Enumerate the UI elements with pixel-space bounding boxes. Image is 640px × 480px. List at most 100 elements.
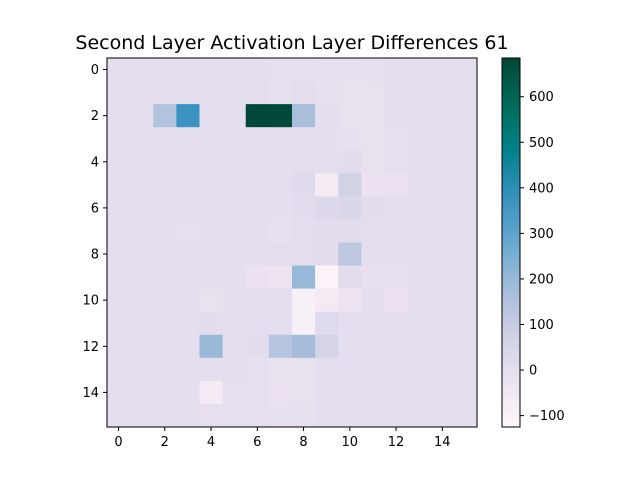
heatmap-cell — [453, 196, 478, 221]
axis-ticks: 0 2 4 6 8 10 12 14 0 2 4 6 8 10 12 14 — [82, 63, 450, 450]
colorbar-tick-label: 500 — [529, 136, 554, 151]
heatmap-cell — [430, 288, 455, 313]
heatmap-cell — [268, 380, 293, 405]
heatmap-cell — [153, 196, 177, 221]
heatmap-cell — [430, 219, 455, 244]
heatmap-cell — [268, 81, 293, 105]
heatmap-cell — [338, 265, 362, 290]
heatmap-cell — [107, 311, 131, 336]
heatmap-cell — [453, 150, 478, 174]
y-tick-label: 8 — [91, 248, 99, 263]
heatmap-cell — [107, 104, 131, 128]
y-tick-label: 14 — [82, 386, 99, 401]
heatmap-cell — [361, 242, 386, 267]
heatmap-cell — [176, 311, 201, 336]
heatmap-cell — [199, 58, 224, 82]
heatmap-cell — [292, 173, 316, 197]
x-tick-label: 12 — [388, 435, 405, 450]
heatmap-cell — [361, 265, 386, 290]
heatmap-cell — [430, 311, 455, 336]
heatmap-cell — [107, 334, 131, 359]
heatmap-cell — [453, 219, 478, 244]
heatmap-cell — [176, 150, 201, 174]
y-tick-label: 6 — [91, 201, 99, 216]
heatmap-cell — [199, 334, 224, 359]
heatmap-cell — [361, 288, 386, 313]
heatmap-cell — [222, 81, 247, 105]
heatmap-cell — [407, 196, 432, 221]
heatmap-cell — [315, 334, 339, 359]
heatmap-cell — [315, 403, 339, 428]
colorbar-tick-label: 600 — [529, 90, 554, 105]
heatmap-cell — [338, 81, 362, 105]
heatmap-cell — [315, 81, 339, 105]
heatmap-cell — [361, 81, 386, 105]
heatmap-cell — [153, 58, 177, 82]
heatmap-cell — [245, 104, 270, 128]
heatmap-cell — [384, 104, 409, 128]
y-tick-label: 12 — [82, 340, 99, 355]
heatmap-cell — [153, 403, 177, 428]
heatmap-cell — [130, 219, 154, 244]
heatmap-cell — [315, 58, 339, 82]
heatmap-cell — [361, 196, 386, 221]
x-tick-label: 2 — [161, 435, 169, 450]
heatmap-cell — [153, 219, 177, 244]
heatmap-cell — [453, 242, 478, 267]
heatmap-cell — [292, 403, 316, 428]
heatmap-cell — [361, 357, 386, 382]
heatmap-cell — [245, 58, 270, 82]
heatmap-cell — [176, 334, 201, 359]
heatmap-cell — [107, 196, 131, 221]
heatmap-cell — [384, 357, 409, 382]
heatmap-cell — [245, 380, 270, 405]
heatmap-cell — [361, 150, 386, 174]
plot-frame — [106, 57, 478, 428]
heatmap-cell — [315, 127, 339, 151]
heatmap-cell — [199, 403, 224, 428]
heatmap-cell — [153, 81, 177, 105]
heatmap-cell — [199, 357, 224, 382]
heatmap-cell — [222, 242, 247, 267]
heatmap-cell — [361, 334, 386, 359]
x-tick-label: 0 — [114, 435, 122, 450]
heatmap-cell — [292, 265, 316, 290]
heatmap-cell — [361, 403, 386, 428]
heatmap-cell — [407, 380, 432, 405]
colorbar-tick-label: 0 — [529, 364, 537, 379]
heatmap-cell — [384, 219, 409, 244]
y-tick-label: 10 — [82, 294, 99, 309]
heatmap-cell — [245, 127, 270, 151]
colorbar-tick-label: 400 — [529, 181, 554, 196]
heatmap-cell — [430, 196, 455, 221]
heatmap-cell — [245, 265, 270, 290]
heatmap-cell — [292, 311, 316, 336]
heatmap-cell — [361, 380, 386, 405]
heatmap-cell — [430, 173, 455, 197]
heatmap-cell — [153, 150, 177, 174]
heatmap-cell — [384, 58, 409, 82]
heatmap-cell — [384, 242, 409, 267]
heatmap-cell — [199, 81, 224, 105]
heatmap-cell — [430, 127, 455, 151]
heatmap-cell — [338, 58, 362, 82]
heatmap-cell — [268, 288, 293, 313]
heatmap-cell — [430, 357, 455, 382]
heatmap-cell — [361, 127, 386, 151]
heatmap-cell — [245, 288, 270, 313]
heatmap-cell — [292, 242, 316, 267]
heatmap-cell — [153, 104, 177, 128]
heatmap-cell — [338, 311, 362, 336]
y-tick-label: 2 — [91, 109, 99, 124]
heatmap-cell — [430, 150, 455, 174]
colorbar-tick-label: 300 — [529, 227, 554, 242]
heatmap-cell — [176, 380, 201, 405]
heatmap-cell — [130, 81, 154, 105]
heatmap-cell — [222, 357, 247, 382]
heatmap-cell — [361, 173, 386, 197]
heatmap-cell — [430, 403, 455, 428]
heatmap-cell — [176, 173, 201, 197]
heatmap-cell — [292, 380, 316, 405]
heatmap-cell — [245, 81, 270, 105]
